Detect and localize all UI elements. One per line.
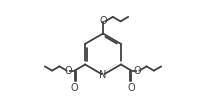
Text: O: O xyxy=(128,83,135,93)
Text: O: O xyxy=(71,83,78,93)
Text: N: N xyxy=(99,70,107,80)
Text: O: O xyxy=(99,16,107,26)
Text: O: O xyxy=(65,66,72,76)
Text: O: O xyxy=(134,66,141,76)
